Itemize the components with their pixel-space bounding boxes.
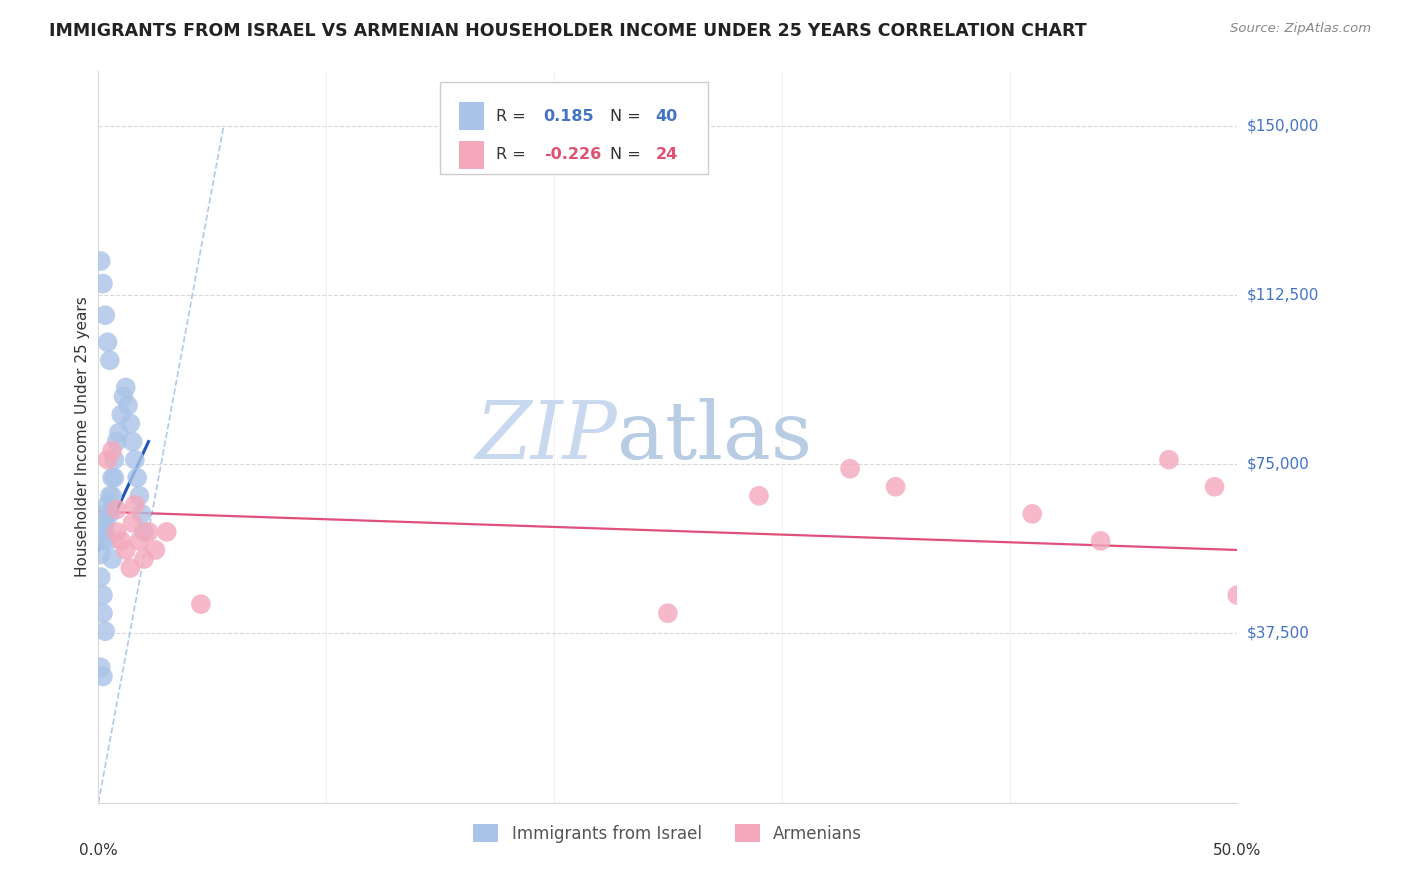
Point <box>98 353 121 368</box>
Y-axis label: Householder Income Under 25 years: Householder Income Under 25 years <box>75 297 90 577</box>
Point <box>1204 480 1226 494</box>
FancyBboxPatch shape <box>460 141 485 169</box>
Point <box>90 570 112 584</box>
Point <box>110 408 132 422</box>
Point <box>90 524 112 539</box>
Text: $37,500: $37,500 <box>1246 626 1309 641</box>
Point <box>132 552 155 566</box>
Point <box>90 660 112 674</box>
Point <box>96 452 118 467</box>
Point <box>105 502 128 516</box>
Text: 0.185: 0.185 <box>544 109 595 124</box>
Point <box>91 516 114 530</box>
Point <box>657 606 679 620</box>
Text: $112,500: $112,500 <box>1246 287 1319 302</box>
Point <box>748 489 770 503</box>
Text: $75,000: $75,000 <box>1246 457 1309 472</box>
Point <box>120 561 142 575</box>
Point <box>101 443 124 458</box>
Point <box>127 471 149 485</box>
Text: -0.226: -0.226 <box>544 147 600 162</box>
Point <box>138 524 160 539</box>
FancyBboxPatch shape <box>460 103 485 130</box>
Point <box>128 533 150 548</box>
Point <box>105 524 128 539</box>
Point <box>108 425 131 440</box>
Point <box>94 624 117 639</box>
Point <box>90 254 112 268</box>
Text: ZIP: ZIP <box>475 399 617 475</box>
Point <box>132 524 155 539</box>
Point <box>110 533 132 548</box>
Text: R =: R = <box>496 109 526 124</box>
Point <box>101 471 124 485</box>
Point <box>156 524 179 539</box>
Point <box>98 507 121 521</box>
Point <box>124 452 146 467</box>
Point <box>105 434 128 449</box>
Point <box>101 552 124 566</box>
Text: 40: 40 <box>655 109 678 124</box>
Text: 0.0%: 0.0% <box>79 844 118 858</box>
Point <box>98 489 121 503</box>
Point <box>91 669 114 683</box>
Point <box>103 452 125 467</box>
Point <box>91 277 114 291</box>
Point <box>1226 588 1249 602</box>
Point <box>96 335 118 350</box>
Point <box>128 489 150 503</box>
Text: atlas: atlas <box>617 398 811 476</box>
Text: N =: N = <box>610 147 641 162</box>
FancyBboxPatch shape <box>440 82 707 174</box>
Point <box>94 308 117 322</box>
Point <box>884 480 907 494</box>
Point <box>91 533 114 548</box>
Point <box>103 471 125 485</box>
Point <box>1021 507 1043 521</box>
Point <box>112 389 135 403</box>
Text: IMMIGRANTS FROM ISRAEL VS ARMENIAN HOUSEHOLDER INCOME UNDER 25 YEARS CORRELATION: IMMIGRANTS FROM ISRAEL VS ARMENIAN HOUSE… <box>49 22 1087 40</box>
Point <box>94 507 117 521</box>
Point <box>114 543 136 558</box>
Point <box>90 548 112 562</box>
Text: 50.0%: 50.0% <box>1213 844 1261 858</box>
Text: $150,000: $150,000 <box>1246 118 1319 133</box>
Point <box>96 498 118 512</box>
Point <box>839 461 862 475</box>
Point <box>121 516 143 530</box>
Point <box>96 533 118 548</box>
Point <box>145 543 167 558</box>
Point <box>114 380 136 394</box>
Point <box>1157 452 1180 467</box>
Point <box>121 434 143 449</box>
Point <box>120 417 142 431</box>
Text: 24: 24 <box>655 147 678 162</box>
Point <box>94 516 117 530</box>
Point <box>131 507 153 521</box>
Point <box>117 399 139 413</box>
Text: R =: R = <box>496 147 526 162</box>
Point <box>101 489 124 503</box>
Point <box>91 588 114 602</box>
Point <box>1090 533 1112 548</box>
Legend: Immigrants from Israel, Armenians: Immigrants from Israel, Armenians <box>467 818 869 849</box>
Point <box>91 606 114 620</box>
Point <box>94 524 117 539</box>
Point <box>124 498 146 512</box>
Text: Source: ZipAtlas.com: Source: ZipAtlas.com <box>1230 22 1371 36</box>
Text: N =: N = <box>610 109 641 124</box>
Point <box>190 597 212 611</box>
